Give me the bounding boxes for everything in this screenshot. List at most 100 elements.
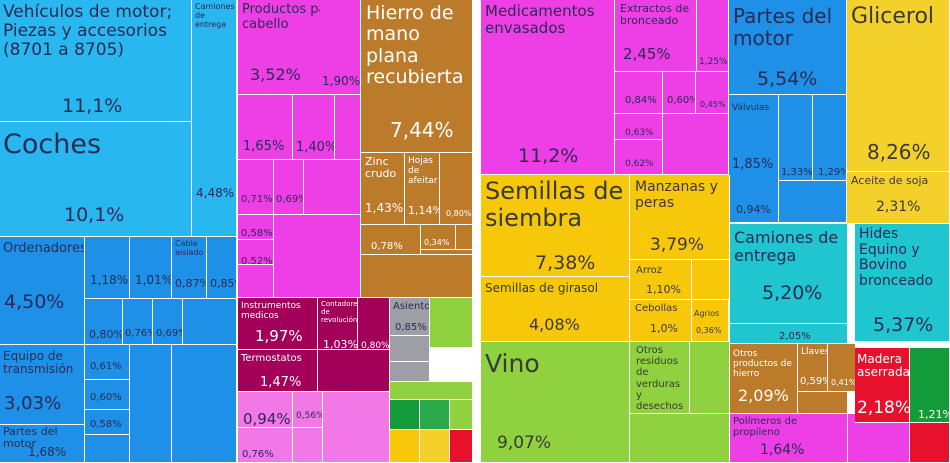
- treemap-cell-label: Vino: [485, 349, 540, 378]
- treemap-cell-value: 1,25%: [699, 57, 728, 67]
- treemap-cell-right[interactable]: 0,94%: [729, 181, 779, 223]
- treemap-cell-value: 0,59%: [800, 376, 827, 387]
- treemap-cell-right[interactable]: 1,80%: [690, 342, 730, 414]
- treemap-cell-left[interactable]: Termostatos 1,47%: [238, 350, 318, 392]
- treemap-cell-right[interactable]: Aceite de soja 2,31%: [847, 172, 950, 224]
- treemap-cell-right[interactable]: Hides Equino y Bovino bronceado 5,37%: [855, 224, 950, 342]
- treemap-cell-value: 1,18%: [90, 273, 129, 287]
- treemap-cell-left[interactable]: 0,69%: [153, 299, 183, 345]
- treemap-cell-value: 1,14%: [408, 204, 440, 217]
- treemap-cell-right[interactable]: Semillas de girasol 4,08%: [481, 277, 630, 342]
- treemap-cell-value: 0,80%: [89, 328, 123, 341]
- treemap-cell-value: 0,62%: [625, 159, 654, 169]
- treemap-cell-left[interactable]: Hierro de mano plana recubierta 7,44%: [361, 0, 473, 153]
- treemap-cell-left[interactable]: 0,58%: [238, 215, 274, 240]
- treemap-cell-right[interactable]: Madera aserrada 2,18%: [855, 348, 910, 423]
- treemap-minor-tile: [390, 336, 430, 362]
- treemap-cell-label: Ordenadores: [3, 241, 85, 256]
- treemap-cell-left[interactable]: 0,78%: [361, 225, 421, 255]
- treemap-cell-left[interactable]: 0,80%: [358, 298, 390, 350]
- treemap-cell-left[interactable]: 0,52%: [238, 240, 274, 265]
- treemap-cell-left[interactable]: 1,90%: [320, 0, 361, 95]
- treemap-cell-left[interactable]: 1,65%: [238, 95, 293, 160]
- treemap-minor-tile: [420, 400, 450, 430]
- treemap-cell-left[interactable]: 0,71%: [238, 160, 274, 215]
- treemap-cell-left[interactable]: 1,18%: [85, 237, 130, 299]
- treemap-cell-left[interactable]: 0,56%: [293, 392, 323, 428]
- treemap-cell-right[interactable]: Glicerol 8,26%: [847, 0, 950, 172]
- treemap-cell-value: 5,54%: [757, 68, 818, 90]
- treemap-cell-right[interactable]: 0,84%: [615, 72, 663, 114]
- treemap-cell-left[interactable]: Ordenadores 4,50%: [0, 237, 85, 345]
- treemap-cell-label: Equipo de transmisión: [3, 349, 74, 377]
- treemap-cell-left[interactable]: Hojas de afeitar 1,14%: [405, 153, 440, 225]
- treemap-cell-left[interactable]: Coches 10,1%: [0, 122, 192, 237]
- treemap-cell-left[interactable]: 0,61%: [85, 345, 130, 380]
- treemap-cell-value: 0,52%: [241, 256, 273, 265]
- treemap-cell-left[interactable]: 0,94%: [238, 392, 293, 428]
- treemap-cell-left[interactable]: Vehículos de motor; Piezas y accesorios …: [0, 0, 192, 122]
- treemap-cell-right[interactable]: Medicamentos envasados 11,2%: [481, 0, 615, 175]
- treemap-cell-value: 5,20%: [762, 282, 823, 304]
- treemap-cell-label: Partes del motor: [3, 425, 58, 451]
- treemap-cell-right[interactable]: 0,41%: [828, 344, 856, 392]
- treemap-cell-right[interactable]: Extractos de bronceado 2,45%: [615, 0, 697, 72]
- treemap-cell-right[interactable]: Partes del motor 5,54%: [729, 0, 847, 95]
- treemap-cell-value: 7,38%: [535, 252, 596, 274]
- treemap-cell-right[interactable]: Vino 9,07%: [481, 342, 630, 463]
- treemap-cell-label: Glicerol: [851, 4, 935, 29]
- treemap-cell-left[interactable]: 0,58%: [85, 410, 130, 435]
- treemap-cell-right[interactable]: Manzanas y peras 3,79%: [630, 175, 730, 260]
- treemap-cell-left[interactable]: 1,40%: [293, 95, 335, 160]
- treemap-cell-right[interactable]: Arroz 1,10%: [630, 260, 692, 300]
- treemap-cell-left[interactable]: 0,80%: [440, 153, 473, 225]
- treemap-cell-right[interactable]: Otros residuos de verduras y desechos2,2…: [630, 342, 690, 414]
- treemap-cell-right[interactable]: Agrios 0,36%: [692, 300, 729, 342]
- treemap-cell-right[interactable]: Llaves 0,59%: [798, 344, 828, 392]
- treemap-cell-left[interactable]: 0,85%: [207, 237, 237, 299]
- treemap-cell-right[interactable]: 1,21%: [910, 348, 950, 423]
- treemap-cell-left[interactable]: Camiones de entrega 4,48%: [192, 0, 237, 237]
- treemap-cell-left[interactable]: 0,76%: [123, 299, 153, 345]
- treemap-cell-right[interactable]: Otros productos de hierro 2,09%: [730, 344, 798, 414]
- treemap-cell-right[interactable]: 0,62%: [615, 140, 663, 175]
- treemap-cell-right[interactable]: Polímeros de propileno 1,64%: [730, 414, 848, 463]
- treemap-cell-left[interactable]: 0,69%: [274, 160, 304, 215]
- treemap-cell-right[interactable]: 0,45%: [696, 72, 729, 114]
- treemap-cell-left[interactable]: 0,80%: [85, 299, 123, 345]
- treemap-cell-left[interactable]: 1,01%: [130, 237, 172, 299]
- treemap-cell-value: 1,0%: [650, 322, 678, 335]
- treemap-cell-left[interactable]: 0,60%: [85, 380, 130, 410]
- treemap-cell-left[interactable]: 0,76%: [238, 428, 293, 463]
- treemap-cell-right[interactable]: 1,25%: [697, 0, 729, 72]
- treemap-cell-right[interactable]: 0,63%: [615, 114, 663, 140]
- treemap-minor-tile: [421, 250, 473, 255]
- treemap-cell-left[interactable]: Asientos 0,85%: [390, 298, 430, 336]
- treemap-minor-tile: [304, 160, 361, 215]
- treemap-cell-right[interactable]: Cebollas 1,0%: [630, 300, 692, 342]
- treemap-cell-left[interactable]: 0,34%: [421, 225, 456, 250]
- treemap-cell-value: 0,61%: [90, 361, 122, 372]
- treemap-cell-label: Hierro de mano plana recubierta: [366, 2, 464, 88]
- treemap-cell-left[interactable]: Cable aislado 0,87%: [172, 237, 207, 299]
- treemap-cell-left[interactable]: Equipo de transmisión 3,03%: [0, 345, 85, 425]
- treemap-cell-label: Madera aserrada: [857, 352, 910, 380]
- treemap-cell-value: 1,03%: [323, 338, 358, 350]
- treemap-cell-right[interactable]: 1,29%: [813, 95, 847, 181]
- treemap-cell-right[interactable]: Camiones de entrega 5,20%: [730, 224, 848, 324]
- treemap-cell-left[interactable]: Instrumentos medicos 1,97%: [238, 298, 318, 350]
- treemap-cell-left[interactable]: Partes del motor 1,68%: [0, 425, 85, 463]
- treemap-cell-right[interactable]: 2,05%: [730, 324, 848, 344]
- treemap-cell-left[interactable]: Zinc crudo 1,43%: [361, 153, 405, 225]
- treemap-cell-right[interactable]: 1,33%: [779, 95, 813, 181]
- treemap-cell-value: 0,63%: [625, 128, 654, 138]
- treemap-minor-tile: [318, 350, 390, 392]
- treemap-cell-value: 2,31%: [876, 199, 921, 215]
- treemap-cell-left[interactable]: Contadores de revolución 1,03%: [318, 298, 358, 350]
- treemap-cell-label: Termostatos: [241, 353, 302, 364]
- treemap-minor-tile: [274, 215, 361, 298]
- treemap-cell-value: 1,33%: [781, 167, 813, 178]
- treemap-cell-right[interactable]: Semillas de siembra 7,38%: [481, 175, 630, 277]
- treemap-cell-right[interactable]: 0,60%: [663, 72, 696, 114]
- treemap-minor-tile: [183, 299, 237, 345]
